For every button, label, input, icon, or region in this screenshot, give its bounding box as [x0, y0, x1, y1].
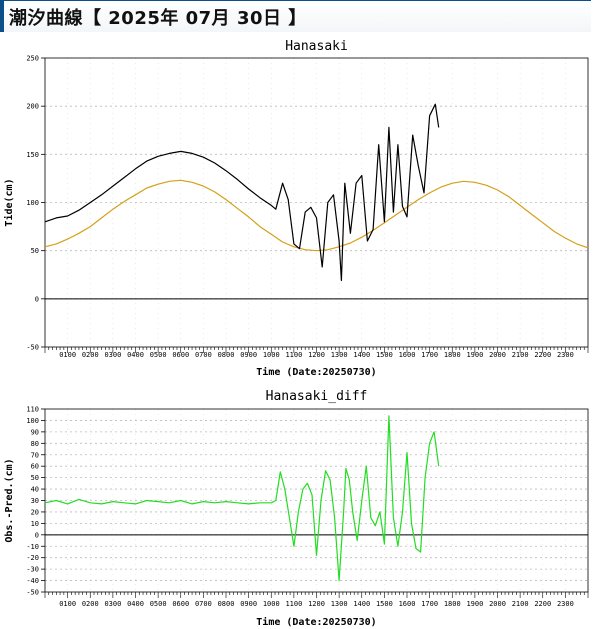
y-axis-label: Obs.-Pred.(cm) — [4, 458, 15, 542]
x-tick-label: 1000 — [263, 600, 280, 608]
chart-title: Hanasaki — [285, 39, 348, 54]
x-tick-label: 1200 — [308, 600, 325, 608]
x-tick-label: 1300 — [331, 600, 348, 608]
y-tick-label: 60 — [31, 463, 39, 471]
x-tick-label: 0600 — [172, 351, 189, 359]
y-tick-label: -30 — [26, 566, 39, 574]
x-tick-label: 1400 — [353, 600, 370, 608]
x-tick-label: 0400 — [127, 351, 144, 359]
x-axis: 0100 0200 0300 0400 0500 0600 0700 0800 0900 1000… — [44, 592, 589, 608]
x-tick-label: 0400 — [127, 600, 144, 608]
x-axis: 0100 0200 0300 0400 0500 0600 0700 0800 0900 1000… — [44, 347, 589, 359]
x-tick-label: 0700 — [195, 351, 212, 359]
x-tick-label: 2300 — [557, 600, 574, 608]
x-tick-label: 0800 — [218, 351, 235, 359]
x-tick-label: 0900 — [240, 600, 257, 608]
x-tick-label: 0200 — [82, 600, 99, 608]
gridlines — [45, 409, 588, 592]
chart-title: Hanasaki_diff — [266, 389, 368, 404]
y-tick-label: 100 — [26, 417, 39, 425]
y-tick-label: 10 — [31, 520, 39, 528]
x-tick-label: 2100 — [512, 600, 529, 608]
x-tick-label: 1400 — [353, 351, 370, 359]
x-tick-label: 1800 — [444, 351, 461, 359]
x-tick-label: 0100 — [59, 600, 76, 608]
tide-chart: Hanasaki -50 0 50 100 150 200 250 0100 0200 0300 04… — [3, 39, 589, 378]
x-tick-label: 0300 — [104, 600, 121, 608]
y-tick-label: 30 — [31, 497, 39, 505]
x-tick-label: 2000 — [489, 600, 506, 608]
x-tick-label: 0700 — [195, 600, 212, 608]
x-tick-label: 0300 — [104, 351, 121, 359]
y-tick-label: 250 — [26, 55, 39, 63]
diff-chart: Hanasaki_diff -50 -40 -30 -20 -10 0 10 20 30 40 50 6… — [4, 389, 589, 628]
y-axis: -50 -40 -30 -20 -10 0 10 20 30 40 50 60 70 80 90 100 110 — [26, 406, 45, 597]
y-tick-label: 20 — [31, 508, 39, 516]
x-tick-label: 2300 — [557, 351, 574, 359]
y-tick-label: 70 — [31, 451, 39, 459]
x-tick-label: 1600 — [399, 351, 416, 359]
x-tick-label: 1700 — [421, 351, 438, 359]
x-tick-label: 0200 — [82, 351, 99, 359]
x-axis-label: Time (Date:20250730) — [256, 366, 376, 378]
y-tick-label: 40 — [31, 486, 39, 494]
y-tick-label: 50 — [31, 474, 39, 482]
y-tick-label: 90 — [31, 428, 39, 436]
x-tick-label: 0100 — [59, 351, 76, 359]
series-line-difference — [44, 415, 440, 582]
y-tick-label: -10 — [26, 543, 39, 551]
x-tick-label: 1100 — [285, 600, 302, 608]
x-tick-label: 1100 — [285, 351, 302, 359]
x-tick-label: 2000 — [489, 351, 506, 359]
x-tick-label: 1800 — [444, 600, 461, 608]
y-tick-label: -50 — [26, 589, 39, 597]
y-tick-label: -40 — [26, 577, 39, 585]
y-tick-label: 0 — [35, 295, 39, 303]
series-line-observed — [44, 103, 440, 282]
y-tick-label: 0 — [35, 531, 39, 539]
y-tick-label: 50 — [31, 247, 39, 255]
x-tick-label: 0500 — [150, 351, 167, 359]
x-tick-label: 1900 — [466, 600, 483, 608]
x-tick-label: 1900 — [466, 351, 483, 359]
x-tick-label: 1600 — [399, 600, 416, 608]
x-tick-label: 0800 — [218, 600, 235, 608]
title-bar: 潮汐曲線【 2025年 07月 30日 】 — [0, 0, 591, 32]
page-title: 潮汐曲線【 2025年 07月 30日 】 — [9, 8, 307, 29]
y-tick-label: 200 — [26, 103, 39, 111]
x-tick-label: 1700 — [421, 600, 438, 608]
x-tick-label: 0900 — [240, 351, 257, 359]
y-tick-label: -50 — [26, 344, 39, 352]
x-tick-label: 1500 — [376, 600, 393, 608]
y-axis-label: Tide(cm) — [3, 178, 15, 226]
y-tick-label: 150 — [26, 151, 39, 159]
x-tick-label: 1200 — [308, 351, 325, 359]
y-axis: -50 0 50 100 150 200 250 — [26, 55, 45, 352]
x-tick-label: 1500 — [376, 351, 393, 359]
title-accent — [1, 1, 4, 32]
y-tick-label: 80 — [31, 440, 39, 448]
x-tick-label: 0500 — [150, 600, 167, 608]
y-tick-label: 110 — [26, 406, 39, 414]
x-tick-label: 2200 — [534, 351, 551, 359]
x-tick-label: 1000 — [263, 351, 280, 359]
y-tick-label: 100 — [26, 199, 39, 207]
gridlines — [45, 58, 588, 347]
x-axis-label: Time (Date:20250730) — [256, 616, 376, 628]
x-tick-label: 1300 — [331, 351, 348, 359]
x-tick-label: 2200 — [534, 600, 551, 608]
x-tick-label: 0600 — [172, 600, 189, 608]
x-tick-label: 2100 — [512, 351, 529, 359]
y-tick-label: -20 — [26, 554, 39, 562]
series-line-predicted — [44, 179, 589, 252]
